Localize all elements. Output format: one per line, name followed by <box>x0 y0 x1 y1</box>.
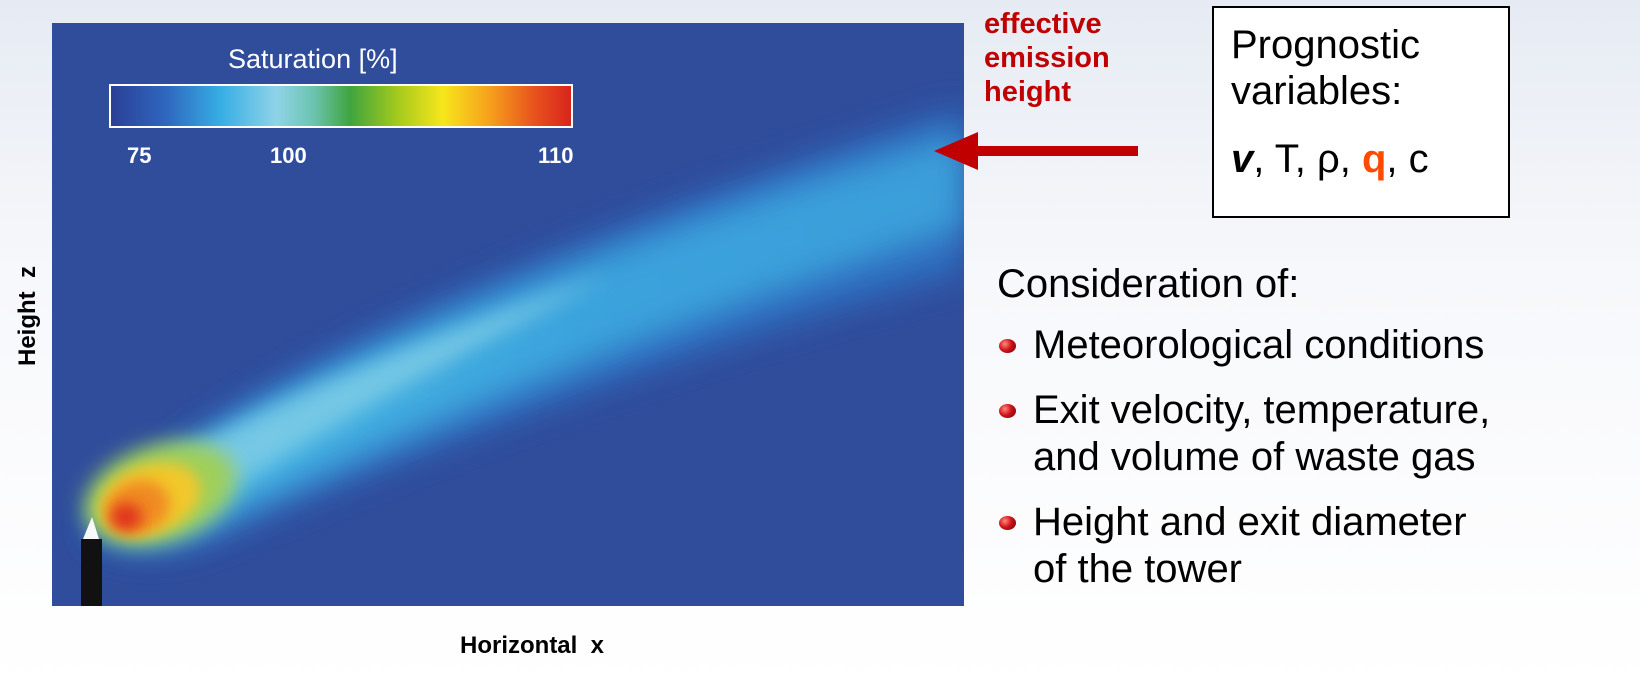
prognostic-title-line: Prognostic <box>1231 23 1420 67</box>
colorbar-tick-110: 110 <box>538 143 574 168</box>
emission-line: emission <box>984 42 1110 74</box>
prognostic-variable-list: v, T, ρ, q, c <box>1231 136 1508 182</box>
bullet-icon <box>999 404 1016 418</box>
consideration-item: Exit velocity, temperature, and volume o… <box>995 387 1640 481</box>
emission-line: effective <box>984 8 1102 40</box>
tower-outflow <box>83 517 99 539</box>
consideration-item-line: of the tower <box>1033 547 1243 591</box>
y-axis-label: Height z <box>14 266 41 366</box>
prognostic-title-line: variables: <box>1231 69 1403 113</box>
colorbar <box>109 84 573 128</box>
variable-v: v <box>1231 137 1254 181</box>
consideration-item-line: Meteorological conditions <box>1033 323 1485 367</box>
colorbar-tick-75: 75 <box>127 143 152 168</box>
consideration-item-line: Exit velocity, temperature, <box>1033 388 1491 432</box>
variable-q: q <box>1361 137 1387 181</box>
consideration-item: Height and exit diameter of the tower <box>995 499 1640 593</box>
plume-simulation-plot <box>52 23 964 606</box>
x-axis-label: Horizontal x <box>459 632 605 659</box>
emission-arrow-icon <box>934 132 1138 170</box>
consideration-list: Meteorological conditions Exit velocity,… <box>995 322 1640 611</box>
consideration-item: Meteorological conditions <box>995 322 1640 369</box>
emission-height-label: effective emission height <box>984 7 1110 109</box>
consideration-heading: Consideration of: <box>997 262 1300 306</box>
consideration-item-line: and volume of waste gas <box>1033 435 1476 479</box>
variable-t-rho: , T, ρ, <box>1253 137 1362 181</box>
bullet-icon <box>999 516 1016 530</box>
tower <box>81 539 102 606</box>
variable-c: , c <box>1386 137 1429 181</box>
colorbar-title: Saturation [%] <box>228 44 398 74</box>
plume-red-core <box>110 503 142 531</box>
consideration-item-line: Height and exit diameter <box>1033 500 1467 544</box>
emission-line: height <box>984 76 1071 108</box>
colorbar-tick-100: 100 <box>270 143 307 168</box>
prognostic-variables-box: Prognostic variables: v, T, ρ, q, c <box>1212 6 1510 218</box>
bullet-icon <box>999 339 1016 353</box>
